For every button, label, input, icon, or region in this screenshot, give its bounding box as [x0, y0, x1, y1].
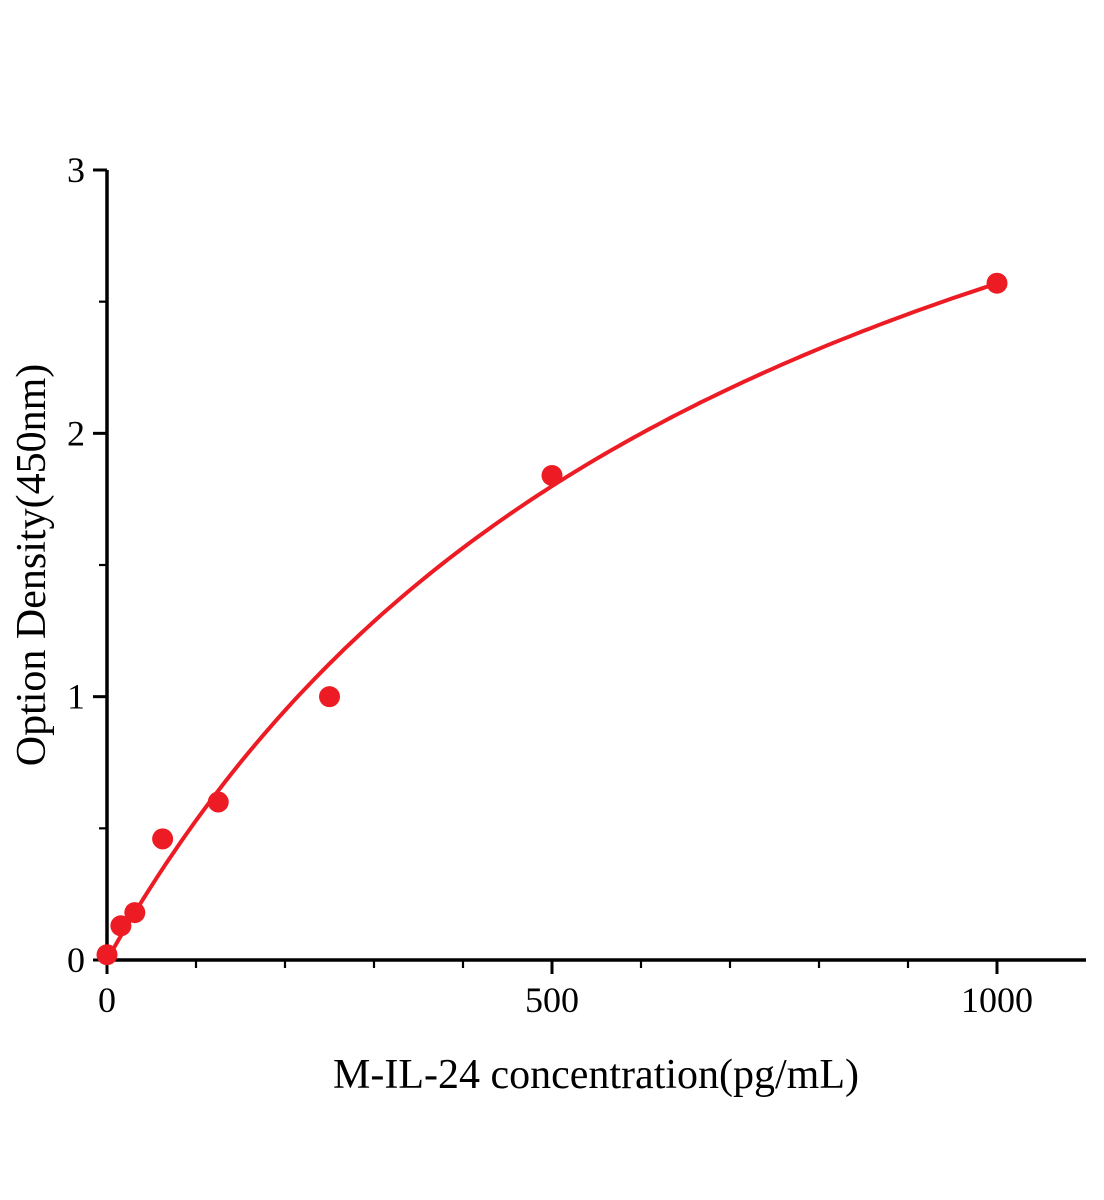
x-tick-label: 500	[525, 980, 579, 1020]
data-point	[124, 902, 146, 924]
data-point	[319, 686, 340, 708]
data-point	[986, 272, 1008, 294]
y-tick-label: 3	[67, 150, 85, 190]
fit-curve	[105, 281, 999, 962]
y-tick-label: 0	[67, 940, 85, 980]
data-point	[541, 464, 563, 486]
y-tick-label: 1	[67, 677, 85, 717]
data-point	[96, 944, 118, 966]
x-tick-label: 1000	[961, 980, 1033, 1020]
y-tick-label: 2	[67, 413, 85, 453]
y-axis-title: Option Density(450nm)	[9, 363, 55, 767]
x-tick-label: 0	[98, 980, 116, 1020]
x-axis-title: M-IL-24 concentration(pg/mL)	[333, 1052, 859, 1098]
data-point	[207, 791, 229, 813]
data-point	[152, 828, 174, 850]
data-point	[110, 915, 132, 937]
